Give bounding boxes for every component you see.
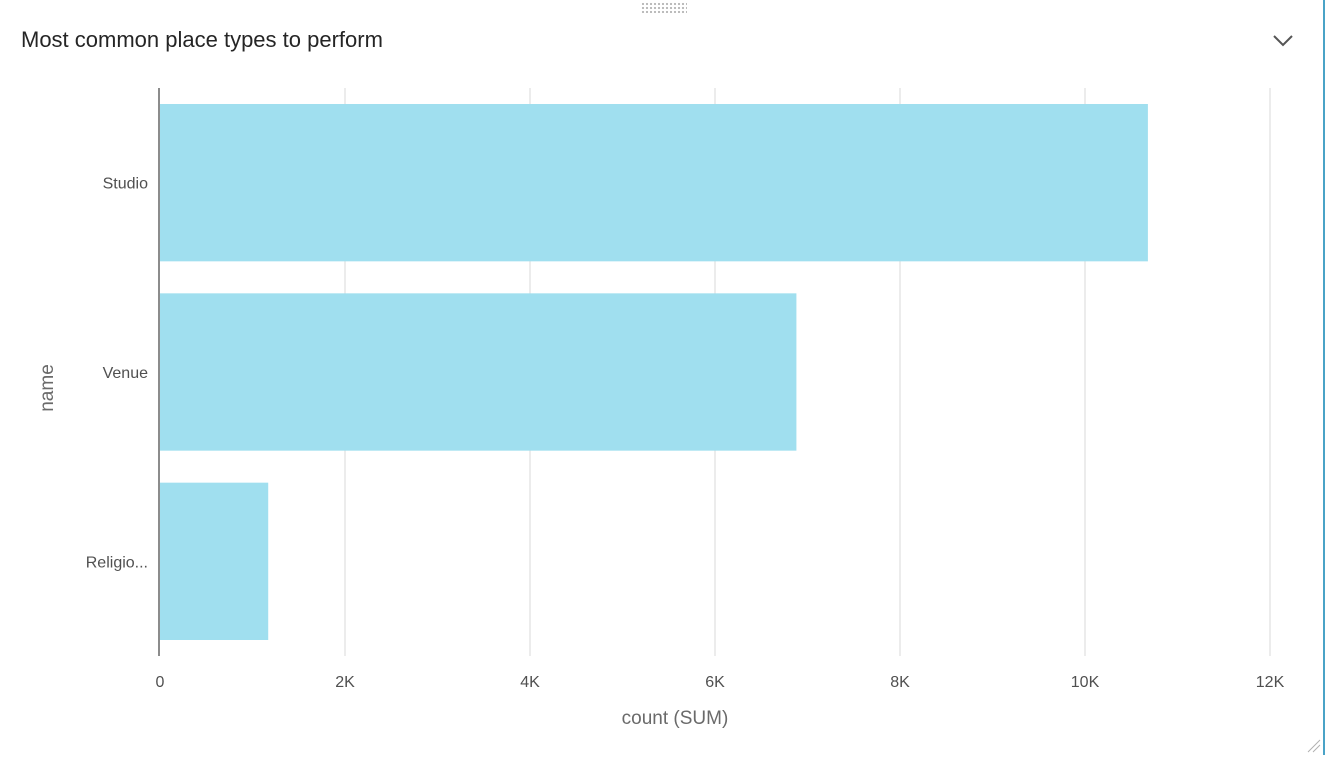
bars bbox=[160, 104, 1148, 640]
bar-studio[interactable] bbox=[160, 104, 1148, 262]
resize-grip-icon[interactable] bbox=[1305, 737, 1321, 753]
x-axis-title: count (SUM) bbox=[622, 708, 729, 729]
y-tick-label: Studio bbox=[103, 176, 148, 193]
y-axis-title: name bbox=[37, 364, 58, 412]
resize-lines bbox=[1307, 739, 1321, 753]
y-tick-label: Religio... bbox=[86, 554, 148, 571]
x-tick-label: 12K bbox=[1256, 674, 1285, 691]
x-tick-label: 10K bbox=[1071, 674, 1100, 691]
y-tick-label: Venue bbox=[103, 365, 148, 382]
collapse-button[interactable] bbox=[1266, 26, 1300, 56]
y-tick-labels: Studio Venue Religio... bbox=[86, 176, 148, 572]
x-tick-label: 0 bbox=[156, 674, 165, 691]
x-tick-labels: 0 2K 4K 6K 8K 10K 12K bbox=[156, 674, 1285, 691]
x-tick-label: 4K bbox=[520, 674, 540, 691]
drag-handle-icon[interactable] bbox=[641, 2, 687, 13]
chevron-down-icon bbox=[1273, 35, 1293, 47]
panel-selection-border bbox=[1323, 0, 1325, 755]
chart-title: Most common place types to perform bbox=[21, 27, 383, 52]
bar-religio[interactable] bbox=[160, 482, 269, 640]
bar-venue[interactable] bbox=[160, 293, 797, 451]
x-tick-label: 2K bbox=[335, 674, 355, 691]
x-tick-label: 8K bbox=[890, 674, 910, 691]
x-tick-label: 6K bbox=[705, 674, 725, 691]
